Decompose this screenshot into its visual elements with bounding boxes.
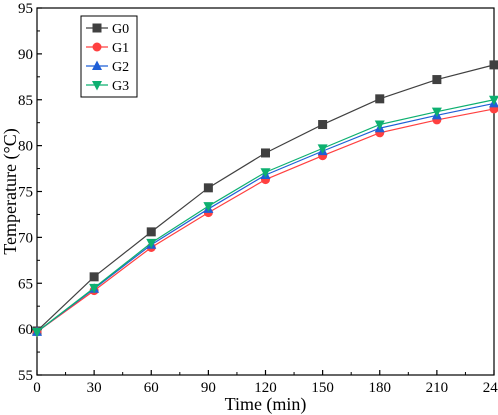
- y-tick-label: 70: [18, 230, 33, 246]
- series-g0: [32, 60, 498, 336]
- y-tick-label: 65: [18, 276, 33, 292]
- legend-label-g2: G2: [112, 60, 129, 75]
- legend-marker-g0: [92, 23, 102, 33]
- legend-label-g3: G3: [112, 79, 129, 94]
- x-tick-label: 60: [144, 380, 159, 396]
- data-point-g3: [32, 327, 42, 338]
- y-tick-label: 60: [18, 322, 33, 338]
- data-point-g3: [89, 283, 100, 294]
- data-point-g3: [260, 168, 271, 178]
- series-line-g0: [36, 64, 495, 332]
- data-point-g0: [146, 227, 156, 237]
- x-tick-label: 180: [369, 380, 392, 396]
- series-g1: [32, 104, 498, 337]
- x-tick-label: 210: [426, 380, 449, 396]
- x-tick-label: 240: [483, 380, 498, 396]
- series-g3: [32, 95, 498, 338]
- y-tick-label: 95: [18, 1, 33, 17]
- x-tick-label: 90: [201, 380, 216, 396]
- data-point-g0: [432, 75, 442, 85]
- legend-label-g0: G0: [112, 22, 129, 37]
- legend-marker-g3: [92, 81, 102, 91]
- legend-box: [80, 15, 138, 98]
- data-point-g3: [431, 107, 442, 118]
- x-tick-label: 150: [311, 380, 334, 396]
- series-line-g1: [36, 108, 495, 333]
- data-point-g0: [261, 148, 270, 158]
- data-point-g3: [489, 95, 498, 106]
- data-point-g0: [375, 94, 385, 104]
- data-point-g3: [317, 144, 328, 154]
- data-point-g3: [146, 238, 157, 249]
- y-tick-label: 75: [18, 185, 33, 201]
- legend-marker-g1: [92, 42, 102, 52]
- x-tick-label: 30: [87, 380, 102, 396]
- x-axis-title: Time (min): [225, 394, 307, 415]
- legend-marker-g2: [92, 60, 102, 70]
- series-layer: [32, 60, 498, 338]
- y-tick-label: 55: [18, 368, 33, 384]
- y-tick-label: 85: [18, 93, 33, 109]
- y-tick-label: 80: [18, 139, 33, 155]
- data-point-g0: [89, 272, 99, 282]
- data-point-g0: [203, 183, 213, 193]
- series-line-g3: [36, 99, 495, 333]
- y-tick-label: 90: [18, 47, 33, 63]
- legend-label-g1: G1: [112, 41, 129, 56]
- data-point-g3: [203, 202, 214, 212]
- x-tick-label: 120: [254, 380, 277, 396]
- data-point-g0: [318, 120, 328, 130]
- data-point-g0: [489, 60, 498, 70]
- legend: G0 G1 G2 G3: [80, 15, 138, 98]
- x-tick-label: 0: [33, 380, 41, 396]
- series-g2: [32, 97, 498, 336]
- y-axis-title: Temperature (°C): [0, 128, 21, 254]
- axes: 0 30 60 90 120 150 180 210 240 55 60 65 70 75 80 85 90 95: [18, 1, 498, 396]
- series-line-g2: [36, 102, 495, 333]
- data-point-g3: [374, 120, 385, 131]
